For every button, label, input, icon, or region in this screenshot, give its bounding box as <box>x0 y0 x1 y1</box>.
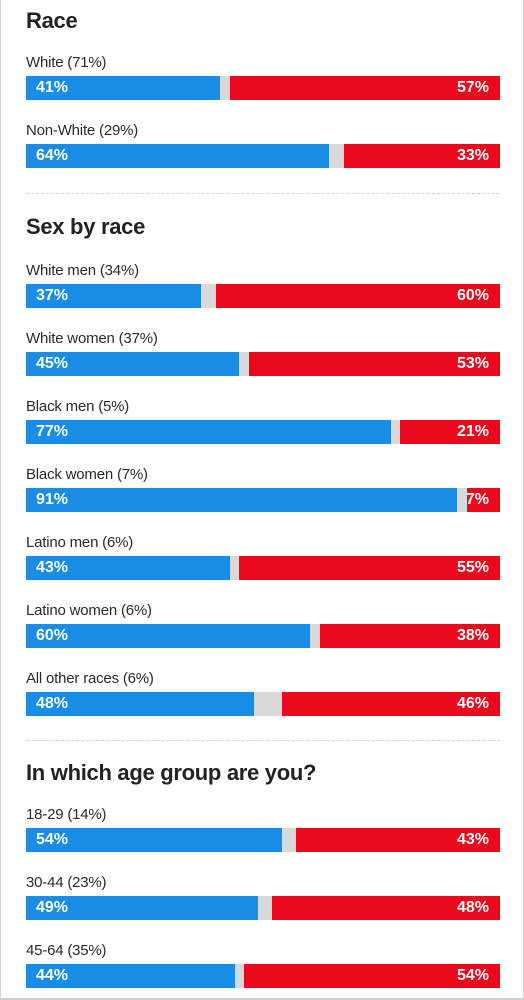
result-row-30-44: 30-44 (23%) 49% 48% <box>1 874 523 942</box>
blue-value-label: 91% <box>36 491 69 508</box>
blue-bar-segment <box>26 624 311 648</box>
red-bar-segment <box>400 420 500 444</box>
blue-bar-segment <box>26 828 282 852</box>
red-bar-segment <box>229 76 500 100</box>
red-value-label: 46% <box>456 695 489 712</box>
result-row-18-29: 18-29 (14%) 54% 43% <box>1 806 523 874</box>
result-bar: 43% 55% <box>26 556 500 580</box>
section-title: Race <box>26 8 78 33</box>
result-bar: 37% 60% <box>26 284 500 308</box>
group-label: Black women (7%) <box>26 466 148 483</box>
blue-value-label: 49% <box>36 899 69 916</box>
blue-bar-segment <box>26 692 254 716</box>
result-bar: 44% 54% <box>26 964 500 988</box>
result-row-latino-women: Latino women (6%) 60% 38% <box>1 602 523 670</box>
result-row-white-women: White women (37%) 45% 53% <box>1 330 523 398</box>
group-label: 18-29 (14%) <box>26 806 107 823</box>
blue-value-label: 64% <box>36 147 69 164</box>
result-bar: 64% 33% <box>26 144 500 168</box>
red-bar-segment <box>244 964 500 988</box>
red-value-label: 53% <box>456 355 489 372</box>
red-bar-segment <box>466 488 500 512</box>
result-bar: 49% 48% <box>26 896 500 920</box>
red-value-label: 7% <box>465 491 489 508</box>
blue-value-label: 37% <box>36 287 69 304</box>
group-label: Black men (5%) <box>26 398 130 415</box>
red-value-label: 55% <box>456 559 489 576</box>
section-divider <box>26 193 500 194</box>
red-bar-segment <box>272 896 500 920</box>
result-row-black-men: Black men (5%) 77% 21% <box>1 398 523 466</box>
group-label: Non-White (29%) <box>26 122 139 139</box>
result-bar: 54% 43% <box>26 828 500 852</box>
blue-bar-segment <box>26 144 330 168</box>
blue-bar-segment <box>26 964 235 988</box>
blue-value-label: 77% <box>36 423 69 440</box>
blue-bar-segment <box>26 352 240 376</box>
blue-value-label: 45% <box>36 355 69 372</box>
blue-value-label: 54% <box>36 831 69 848</box>
red-value-label: 48% <box>456 899 489 916</box>
red-value-label: 33% <box>456 147 489 164</box>
group-label: White women (37%) <box>26 330 158 347</box>
red-value-label: 43% <box>456 831 489 848</box>
red-bar-segment <box>343 144 500 168</box>
result-bar: 91% 7% <box>26 488 500 512</box>
result-bar: 41% 57% <box>26 76 500 100</box>
section-title: Sex by race <box>26 214 146 239</box>
red-bar-segment <box>215 284 500 308</box>
result-row-black-women: Black women (7%) 91% 7% <box>1 466 523 534</box>
red-value-label: 38% <box>456 627 489 644</box>
group-label: Latino women (6%) <box>26 602 152 619</box>
group-label: Latino men (6%) <box>26 534 134 551</box>
red-bar-segment <box>239 556 500 580</box>
red-value-label: 60% <box>456 287 489 304</box>
blue-bar-segment <box>26 896 259 920</box>
result-row-all-other-races: All other races (6%) 48% 46% <box>1 670 523 738</box>
red-value-label: 21% <box>456 423 489 440</box>
group-label: 30-44 (23%) <box>26 874 107 891</box>
red-bar-segment <box>281 692 500 716</box>
group-label: All other races (6%) <box>26 670 154 687</box>
result-row-white: White (71%) 41% 57% <box>1 54 523 122</box>
blue-value-label: 41% <box>36 79 69 96</box>
section-title: In which age group are you? <box>26 760 317 785</box>
result-bar: 45% 53% <box>26 352 500 376</box>
blue-bar-segment <box>26 284 202 308</box>
blue-value-label: 44% <box>36 967 69 984</box>
red-bar-segment <box>248 352 500 376</box>
result-row-non-white: Non-White (29%) 64% 33% <box>1 122 523 190</box>
blue-value-label: 48% <box>36 695 69 712</box>
blue-bar-segment <box>26 556 230 580</box>
result-row-latino-men: Latino men (6%) 43% 55% <box>1 534 523 602</box>
blue-bar-segment <box>26 76 221 100</box>
result-row-white-men: White men (34%) 37% 60% <box>1 262 523 330</box>
group-label: White men (34%) <box>26 262 139 279</box>
result-row-45-64: 45-64 (35%) 44% 54% <box>1 942 523 998</box>
blue-value-label: 43% <box>36 559 69 576</box>
group-label: 45-64 (35%) <box>26 942 107 959</box>
result-bar: 77% 21% <box>26 420 500 444</box>
red-value-label: 54% <box>456 967 489 984</box>
blue-bar-segment <box>26 420 391 444</box>
result-bar: 48% 46% <box>26 692 500 716</box>
red-bar-segment <box>296 828 500 852</box>
red-value-label: 57% <box>456 79 489 96</box>
blue-value-label: 60% <box>36 627 69 644</box>
blue-bar-segment <box>26 488 458 512</box>
result-bar: 60% 38% <box>26 624 500 648</box>
group-label: White (71%) <box>26 54 107 71</box>
section-divider <box>26 740 500 741</box>
red-bar-segment <box>319 624 500 648</box>
